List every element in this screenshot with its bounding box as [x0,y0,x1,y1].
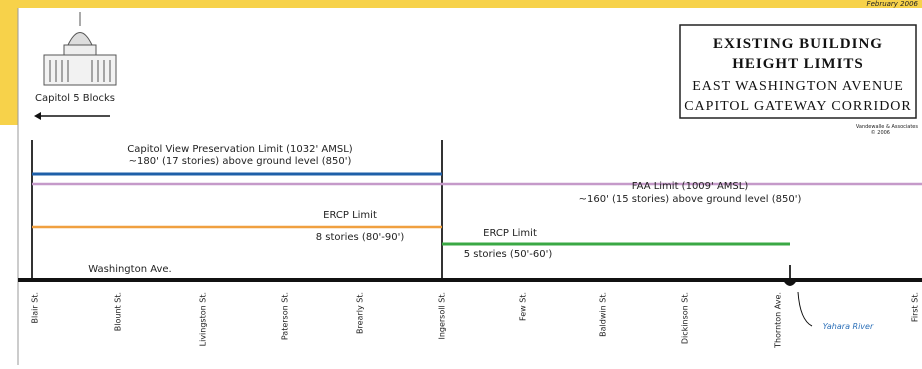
subtitle: EAST WASHINGTON AVENUE [692,79,904,94]
credit: © 2006 [871,129,890,136]
limit-label: ERCP Limit [483,228,537,239]
street-label: Baldwin St. [599,292,608,337]
street-label: Blount St. [114,292,123,331]
credit: Vandewalle & Associates [856,124,919,130]
title: EXISTING BUILDING [713,36,883,52]
limit-label: ERCP Limit [323,210,377,221]
date: February 2006 [867,0,919,8]
street-label: Thornton Ave. [774,292,783,349]
river-label: Yahara River [823,322,874,331]
title: HEIGHT LIMITS [732,56,864,72]
limit-label: 5 stories (50'-60') [464,249,553,260]
street-label: First St. [911,292,920,322]
yellow-band [0,0,922,8]
river-bed [783,279,797,286]
capitol-icon [43,12,117,86]
limit-label: ~160' (15 stories) above ground level (8… [579,194,802,205]
arrow-head [34,112,41,120]
street-label: Blair St. [31,292,40,323]
street-labels: Blair St. Blount St. Livingston St. Paterso… [31,292,920,349]
road-label: Washington Ave. [88,264,171,275]
river-pointer [797,291,813,327]
capitol-label: Capitol 5 Blocks [35,93,115,104]
street-label: Paterson St. [281,292,290,340]
street-label: Brearly St. [356,292,365,334]
limit-label: 8 stories (80'-90') [316,232,405,243]
yellow-band [0,0,18,125]
street-label: Livingston St. [199,292,208,346]
street-label: Few St. [519,292,528,321]
limit-label: ~180' (17 stories) above ground level (8… [129,156,352,167]
street-label: Ingersoll St. [438,292,447,340]
limit-label: Capitol View Preservation Limit (1032' A… [127,144,353,155]
subtitle: CAPITOL GATEWAY CORRIDOR [684,99,912,114]
street-label: Dickinson St. [681,292,690,344]
title-box [679,24,917,119]
limit-label: FAA Limit (1009' AMSL) [632,181,749,192]
